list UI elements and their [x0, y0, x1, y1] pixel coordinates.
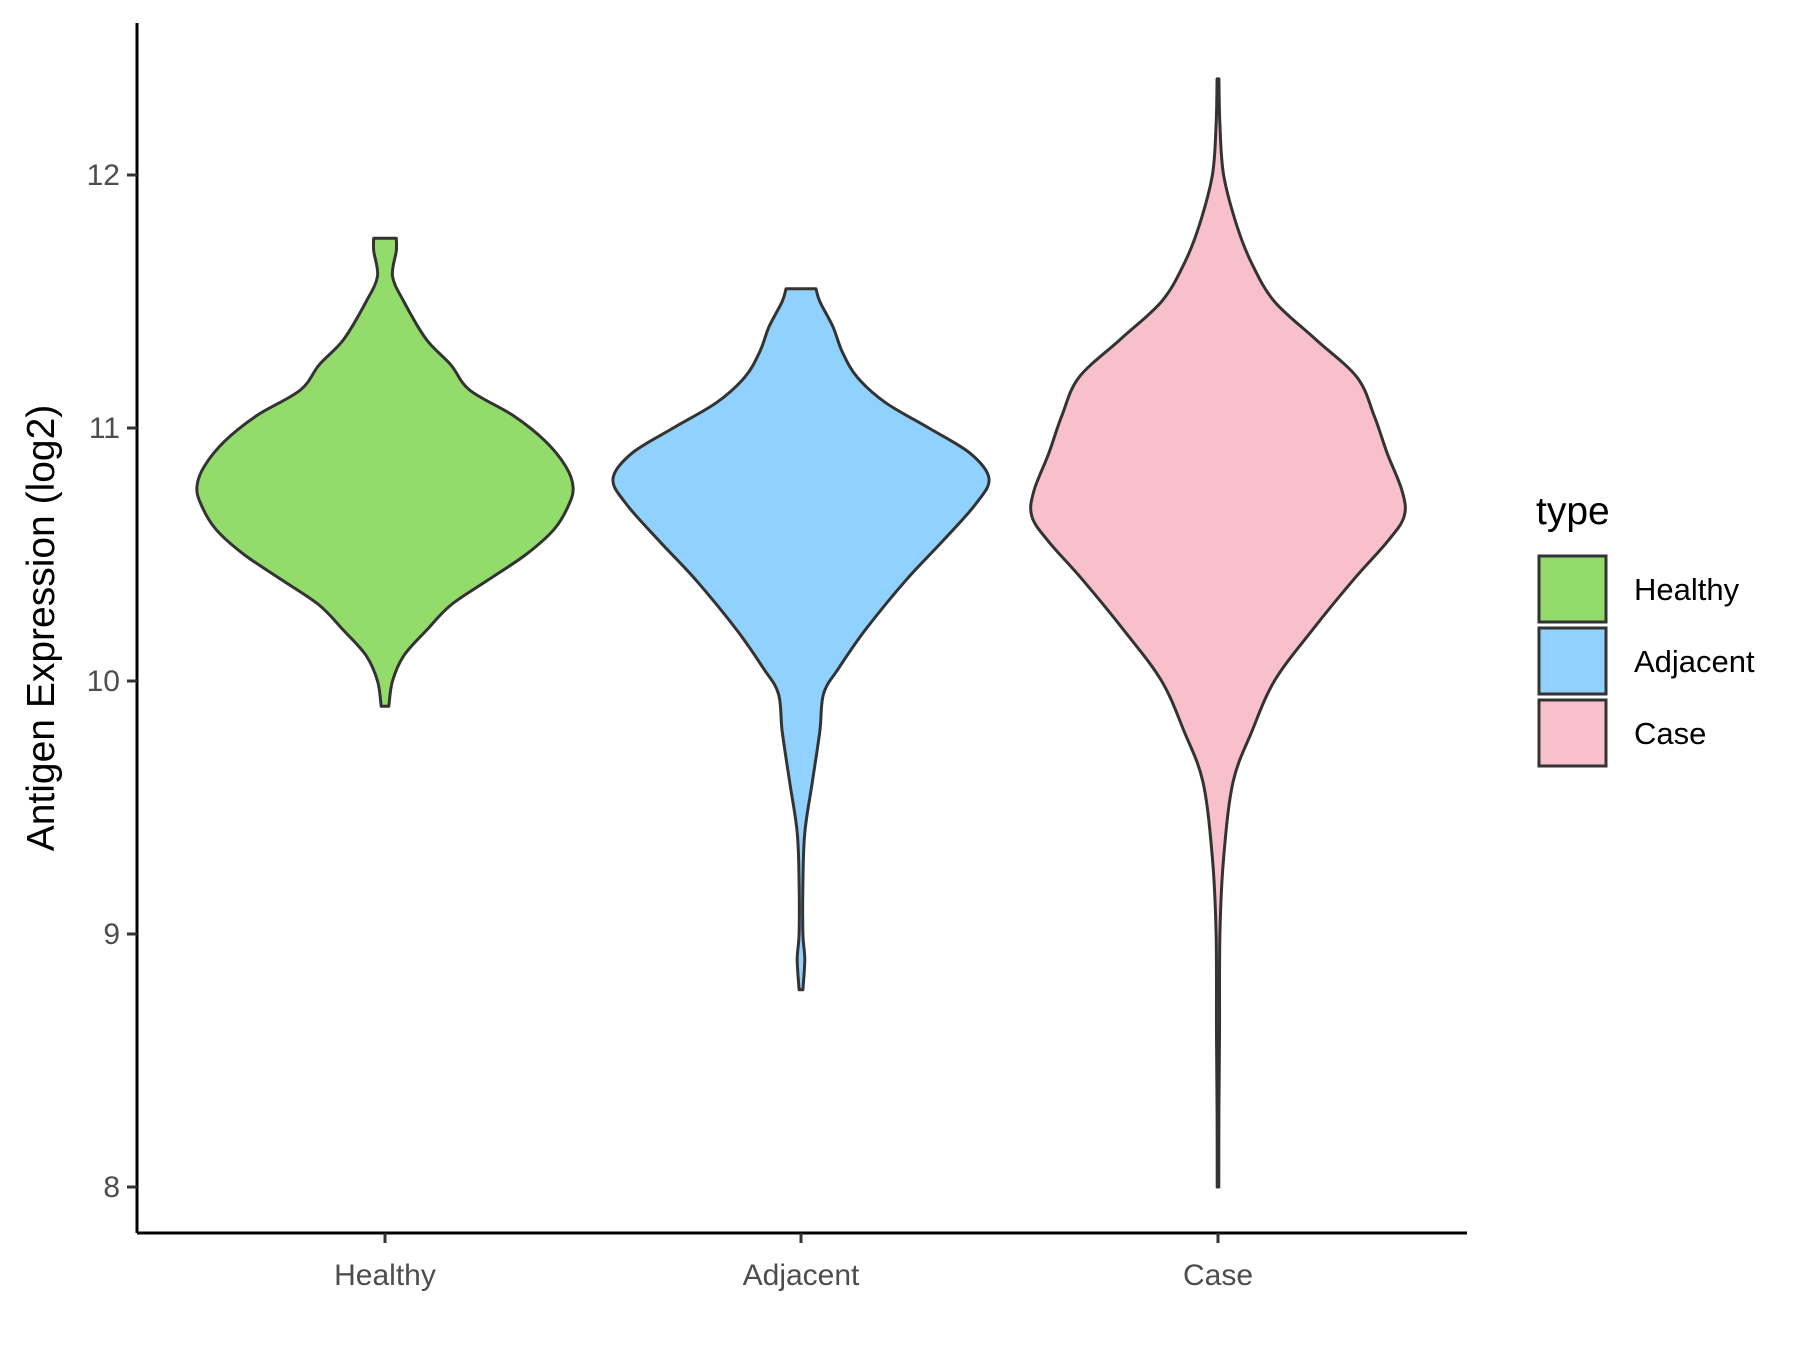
violin-case — [1029, 77, 1407, 1189]
legend: type Healthy Adjacent Case — [1536, 490, 1755, 768]
legend-title: type — [1536, 490, 1610, 533]
legend-label-healthy: Healthy — [1634, 572, 1740, 607]
y-tick-label: 12 — [87, 159, 120, 192]
y-axis-ticks: 8 9 10 11 12 — [87, 159, 137, 1204]
y-tick-label: 10 — [87, 665, 120, 698]
legend-items: Healthy Adjacent Case — [1537, 554, 1755, 768]
y-axis-title: Antigen Expression (log2) — [20, 405, 63, 852]
legend-swatch-healthy — [1537, 554, 1608, 624]
violin-layer — [195, 77, 1407, 1189]
x-tick-label: Case — [1183, 1259, 1253, 1292]
y-tick-label: 8 — [103, 1171, 120, 1204]
y-tick-label: 11 — [89, 412, 120, 445]
y-tick-label: 9 — [103, 918, 120, 951]
violin-healthy — [195, 236, 575, 708]
legend-swatch-adjacent — [1537, 626, 1608, 696]
x-axis-ticks: Healthy Adjacent Case — [334, 1233, 1253, 1292]
x-tick-label: Adjacent — [743, 1259, 860, 1292]
legend-label-adjacent: Adjacent — [1634, 644, 1755, 679]
violin-adjacent — [611, 287, 991, 992]
x-tick-label: Healthy — [334, 1259, 436, 1292]
legend-label-case: Case — [1634, 716, 1706, 751]
legend-swatch-case — [1537, 698, 1608, 768]
